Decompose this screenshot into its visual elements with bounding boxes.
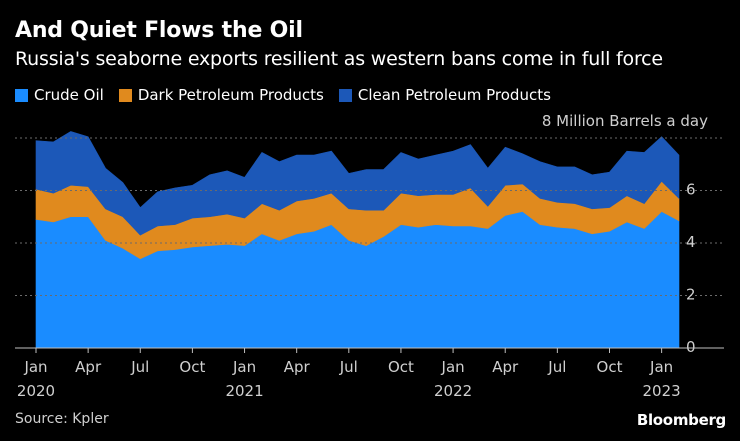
y-tick-label-6: 6: [686, 181, 696, 199]
x-tick-label-jan-24: Jan: [441, 358, 465, 376]
x-year-label-2022: 2022: [434, 382, 472, 400]
legend-swatch-dark-petroleum: [118, 88, 132, 102]
x-year-label-2023: 2023: [643, 382, 681, 400]
x-tick-label-oct-21: Oct: [388, 358, 414, 376]
x-tick-label-jul-18: Jul: [339, 358, 358, 376]
legend-label-crude-oil: Crude Oil: [34, 86, 104, 104]
x-tick-label-apr-27: Apr: [492, 358, 519, 376]
x-tick-label-apr-15: Apr: [284, 358, 311, 376]
legend-item-dark-petroleum: Dark Petroleum Products: [118, 86, 324, 104]
x-tick-label-jul-30: Jul: [547, 358, 566, 376]
x-year-label-2021: 2021: [225, 382, 263, 400]
x-year-label-2020: 2020: [17, 382, 55, 400]
legend-label-dark-petroleum: Dark Petroleum Products: [137, 86, 324, 104]
x-tick-label-oct-33: Oct: [597, 358, 623, 376]
legend-label-clean-petroleum: Clean Petroleum Products: [357, 86, 551, 104]
chart-title: And Quiet Flows the Oil: [15, 18, 303, 43]
legend: Crude Oil Dark Petroleum Products Clean …: [15, 86, 566, 104]
x-tick-label-jul-6: Jul: [130, 358, 149, 376]
source-note: Source: Kpler: [15, 411, 109, 427]
legend-swatch-clean-petroleum: [338, 88, 352, 102]
x-tick-label-oct-9: Oct: [179, 358, 205, 376]
x-tick-label-jan-0: Jan: [23, 358, 47, 376]
legend-item-clean-petroleum: Clean Petroleum Products: [338, 86, 551, 104]
x-tick-label-apr-3: Apr: [75, 358, 102, 376]
y-tick-label-4: 4: [686, 233, 696, 251]
legend-item-crude-oil: Crude Oil: [15, 86, 104, 104]
y-axis-unit-label: 8 Million Barrels a day: [542, 112, 708, 130]
x-tick-label-jan-12: Jan: [232, 358, 256, 376]
chart-subtitle: Russia's seaborne exports resilient as w…: [15, 48, 663, 70]
bloomberg-logo: Bloomberg: [636, 411, 726, 429]
y-tick-label-0: 0: [686, 338, 696, 356]
y-tick-label-2: 2: [686, 286, 696, 304]
area-clean-petroleum-products: [35, 131, 680, 236]
x-tick-label-jan-36: Jan: [649, 358, 673, 376]
legend-swatch-crude-oil: [15, 88, 28, 102]
